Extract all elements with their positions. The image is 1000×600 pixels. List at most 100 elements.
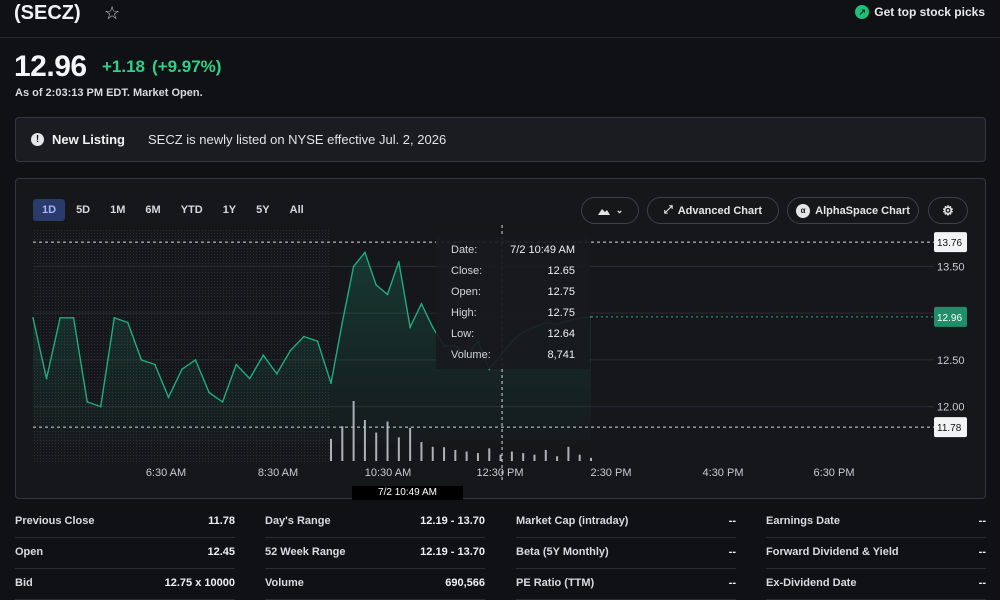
stat-value: 11.78 <box>208 515 235 527</box>
volume-bar <box>397 437 400 461</box>
current-price: 12.96 <box>14 50 87 83</box>
tooltip-row: Low: 12.64 <box>451 328 575 344</box>
tab-6m[interactable]: 6M <box>145 204 161 216</box>
advanced-chart-button[interactable]: ⤢ Advanced Chart <box>647 197 779 224</box>
stat-label: Volume <box>265 577 304 589</box>
stat-value: -- <box>728 546 736 558</box>
stat-row: Open 12.45 <box>15 539 235 569</box>
tab-1m[interactable]: 1M <box>110 204 126 216</box>
price-change: +1.18 <box>102 57 146 76</box>
chart-layer: 12.0012.5013.0013.5013.7611.7812.966:30 … <box>32 225 967 483</box>
tooltip-value: 7/2 10:49 AM <box>510 244 575 256</box>
alphaspace-chart-button[interactable]: α AlphaSpace Chart <box>787 197 919 224</box>
stat-label: Ex-Dividend Date <box>766 577 857 589</box>
price-point <box>248 377 251 380</box>
tab-5y[interactable]: 5Y <box>256 204 270 216</box>
price-point <box>375 284 378 286</box>
range-tabs: 1D 5D 1M 6M YTD 1Y 5Y All <box>33 199 315 221</box>
tooltip-key: Open: <box>451 286 481 298</box>
price-point <box>330 382 332 385</box>
settings-button[interactable]: ⚙ <box>928 197 968 224</box>
x-tick-label: 6:30 PM <box>814 467 855 479</box>
volume-bar <box>499 454 502 461</box>
volume-bar <box>510 451 513 461</box>
reference-tag <box>934 417 967 438</box>
mountain-chart-icon <box>597 208 610 215</box>
stat-value: 12.45 <box>207 546 235 558</box>
stat-value: 12.19 - 13.70 <box>420 546 485 558</box>
last-price-label: 12.96 <box>937 313 962 324</box>
volume-bar <box>567 446 570 461</box>
volume-bar <box>465 451 468 461</box>
gear-icon: ⚙ <box>942 202 954 218</box>
stat-row: Previous Close 11.78 <box>15 508 235 538</box>
chart-tooltip: Date: 7/2 10:49 AM Close: 12.65 Open: 12.75 Hi… <box>436 237 590 369</box>
price-point <box>59 317 61 319</box>
volume-bar <box>409 427 412 461</box>
volume-bar <box>420 442 423 461</box>
tooltip-key: High: <box>451 307 477 319</box>
tab-1d[interactable]: 1D <box>33 199 66 221</box>
price-point <box>276 373 278 375</box>
tooltip-value: 12.75 <box>547 286 575 298</box>
stat-label: Earnings Date <box>766 515 840 527</box>
stat-row: Earnings Date -- <box>766 508 986 538</box>
tooltip-key: Low: <box>451 328 475 340</box>
tab-ytd[interactable]: YTD <box>180 204 203 216</box>
price-point <box>398 260 400 263</box>
price-point <box>86 401 88 403</box>
stat-row: Beta (5Y Monthly) -- <box>516 539 736 569</box>
price-point <box>181 368 183 371</box>
stat-label: Bid <box>15 577 33 589</box>
tab-1y[interactable]: 1Y <box>222 204 237 216</box>
info-icon: ! <box>31 133 44 146</box>
reference-tag-label: 11.78 <box>937 423 962 434</box>
x-tick-label: 2:30 PM <box>591 467 632 479</box>
stat-row: Volume 690,566 <box>265 570 485 600</box>
expand-icon: ⤢ <box>663 204 673 216</box>
tooltip-row: Date: 7/2 10:49 AM <box>451 244 575 260</box>
stat-value: -- <box>978 546 986 558</box>
tab-all[interactable]: All <box>289 204 304 216</box>
price-point <box>72 317 75 319</box>
stat-value: -- <box>978 515 986 527</box>
price-point <box>99 405 102 408</box>
volume-bar <box>488 448 491 461</box>
stat-row: Ex-Dividend Date -- <box>766 570 986 600</box>
tooltip-key: Close: <box>451 265 483 277</box>
price-point <box>341 321 344 324</box>
stat-row: Forward Dividend & Yield -- <box>766 539 986 569</box>
tooltip-row: High: 12.75 <box>451 307 575 323</box>
chart-type-dropdown[interactable]: ⌄ <box>581 197 639 224</box>
price-point <box>113 317 116 319</box>
star-icon[interactable]: ☆ <box>104 3 121 23</box>
tooltip-value: 12.64 <box>547 328 575 340</box>
volume-bar <box>522 453 525 461</box>
stat-label: Market Cap (intraday) <box>516 515 629 527</box>
as-of-timestamp: As of 2:03:13 PM EDT. Market Open. <box>15 87 203 99</box>
advanced-chart-label: Advanced Chart <box>677 204 763 217</box>
price-chart[interactable]: 12.0012.5013.0013.5013.7611.7812.966:30 … <box>16 179 987 500</box>
price-area <box>33 252 591 444</box>
stat-label: Open <box>15 546 44 558</box>
price-point <box>420 302 423 305</box>
tab-5d[interactable]: 5D <box>76 204 91 216</box>
volume-bar <box>533 454 536 461</box>
stat-row: Market Cap (intraday) -- <box>516 508 736 538</box>
x-tick-label: 4:30 PM <box>703 467 744 479</box>
volume-bar <box>375 432 378 461</box>
quote-header: (SECZ) ☆ ↗ Get top stock picks <box>0 0 1000 38</box>
price-point <box>167 396 170 399</box>
volume-bar <box>454 449 457 461</box>
x-tick-label: 10:30 AM <box>365 467 411 479</box>
price-point <box>127 321 129 324</box>
y-tick-label: 12.50 <box>937 355 965 367</box>
chart-panel: 1D 5D 1M 6M YTD 1Y 5Y All ⌄ ⤢ Advanced C… <box>15 178 987 500</box>
stat-row: PE Ratio (TTM) -- <box>516 570 736 600</box>
price-point <box>386 293 389 296</box>
stat-row: Day's Range 12.19 - 13.70 <box>265 508 485 538</box>
price-point <box>140 359 143 361</box>
reference-tag <box>934 232 967 253</box>
top-picks-link[interactable]: ↗ Get top stock picks <box>855 5 985 19</box>
price-change-percent: (+9.97%) <box>152 57 222 76</box>
